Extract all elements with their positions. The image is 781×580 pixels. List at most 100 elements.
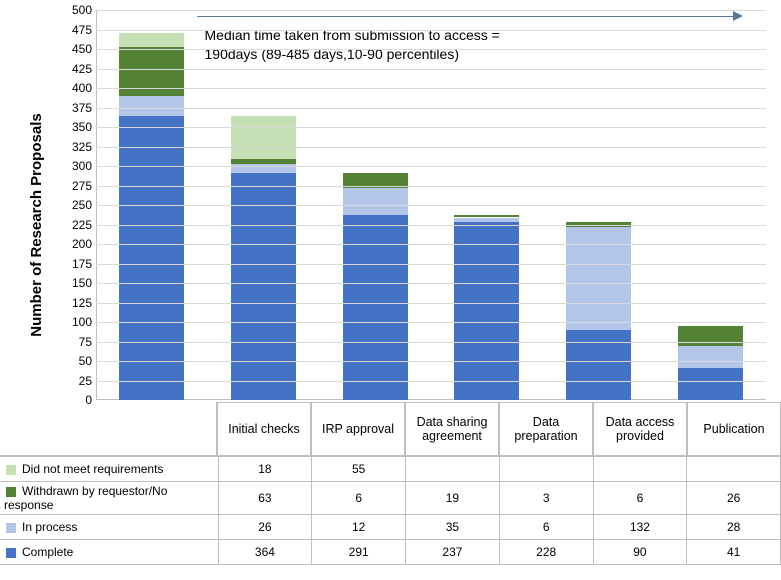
y-tick-label: 400 <box>62 81 92 95</box>
y-tick-label: 200 <box>62 237 92 251</box>
grid-line <box>96 166 766 167</box>
bar-seg-complete <box>343 215 408 400</box>
bar-seg-complete <box>678 368 743 400</box>
table-cell: 19 <box>406 482 500 515</box>
x-category-label: Data sharing agreement <box>405 402 499 456</box>
y-tick-label: 500 <box>62 3 92 17</box>
x-category-label: Data preparation <box>499 402 593 456</box>
table-cell: 63 <box>218 482 312 515</box>
table-cell: 55 <box>312 457 406 482</box>
grid-line <box>96 244 766 245</box>
y-tick-label: 475 <box>62 23 92 37</box>
table-cell: 3 <box>499 482 593 515</box>
y-tick-label: 425 <box>62 62 92 76</box>
grid-line <box>96 225 766 226</box>
bar-seg-inprocess <box>343 188 408 215</box>
grid-line <box>96 342 766 343</box>
series-label: Withdrawn by requestor/No response <box>4 484 167 512</box>
bar-seg-inprocess <box>566 227 631 330</box>
y-tick-label: 75 <box>62 335 92 349</box>
series-label: Complete <box>22 545 73 559</box>
table-cell: 18 <box>218 457 312 482</box>
y-tick-label: 250 <box>62 198 92 212</box>
table-cell: 28 <box>687 515 781 540</box>
table-cell: 90 <box>593 540 687 565</box>
bar-seg-complete <box>119 116 184 400</box>
legend-swatch <box>6 523 16 533</box>
table-cell <box>687 457 781 482</box>
row-label-cell: Withdrawn by requestor/No response <box>0 482 218 515</box>
row-label-cell: In process <box>0 515 218 540</box>
table-cell <box>499 457 593 482</box>
grid-line <box>96 69 766 70</box>
bar-seg-notmeet <box>119 33 184 47</box>
bar-seg-complete <box>231 173 296 400</box>
table-cell: 6 <box>593 482 687 515</box>
table-cell: 41 <box>687 540 781 565</box>
y-tick-label: 375 <box>62 101 92 115</box>
table-cell <box>593 457 687 482</box>
bar-seg-complete <box>566 330 631 400</box>
grid-line <box>96 322 766 323</box>
grid-line <box>96 88 766 89</box>
y-axis-title: Number of Research Proposals <box>28 113 45 336</box>
y-tick-label: 450 <box>62 42 92 56</box>
row-label-cell: Complete <box>0 540 218 565</box>
y-tick-label: 325 <box>62 140 92 154</box>
bar-seg-inprocess <box>678 346 743 368</box>
table-cell: 132 <box>593 515 687 540</box>
grid-line <box>96 127 766 128</box>
data-table: Did not meet requirements 1855 Withdrawn b… <box>0 456 781 565</box>
bar-seg-inprocess <box>119 96 184 116</box>
legend-swatch <box>6 548 16 558</box>
y-tick-label: 350 <box>62 120 92 134</box>
table-row: Withdrawn by requestor/No response636193… <box>0 482 781 515</box>
table-row: Complete3642912372289041 <box>0 540 781 565</box>
bar-seg-withdrawn <box>678 326 743 346</box>
bar-seg-withdrawn <box>231 159 296 164</box>
table-row: Did not meet requirements 1855 <box>0 457 781 482</box>
bar-seg-complete <box>454 222 519 400</box>
legend-swatch <box>6 465 16 475</box>
y-tick-label: 50 <box>62 354 92 368</box>
legend-swatch <box>6 487 16 497</box>
row-label-cell: Did not meet requirements <box>0 457 218 482</box>
table-row: In process 261235613228 <box>0 515 781 540</box>
grid-line <box>96 205 766 206</box>
table-cell: 26 <box>218 515 312 540</box>
y-tick-label: 100 <box>62 315 92 329</box>
table-cell: 35 <box>406 515 500 540</box>
y-tick-label: 175 <box>62 257 92 271</box>
grid-line <box>96 49 766 50</box>
x-category-label: Publication <box>687 402 781 456</box>
table-cell: 6 <box>312 482 406 515</box>
series-label: In process <box>22 520 77 534</box>
table-cell: 228 <box>499 540 593 565</box>
grid-line <box>96 361 766 362</box>
grid-line <box>96 10 766 11</box>
grid-line <box>96 303 766 304</box>
grid-line <box>96 30 766 31</box>
y-tick-label: 125 <box>62 296 92 310</box>
grid-line <box>96 147 766 148</box>
y-tick-label: 225 <box>62 218 92 232</box>
grid-line <box>96 264 766 265</box>
grid-line <box>96 108 766 109</box>
x-category-label: Data access provided <box>593 402 687 456</box>
table-cell: 6 <box>499 515 593 540</box>
bar-seg-withdrawn <box>454 215 519 217</box>
table-cell: 26 <box>687 482 781 515</box>
x-category-label: Initial checks <box>217 402 311 456</box>
bar-seg-notmeet <box>231 116 296 159</box>
bar-seg-inprocess <box>454 218 519 223</box>
table-cell: 12 <box>312 515 406 540</box>
grid-line <box>96 283 766 284</box>
table-cell: 291 <box>312 540 406 565</box>
x-category-label: IRP approval <box>311 402 405 456</box>
series-label: Did not meet requirements <box>22 462 163 476</box>
grid-line <box>96 381 766 382</box>
y-tick-label: 275 <box>62 179 92 193</box>
table-cell <box>406 457 500 482</box>
y-tick-label: 300 <box>62 159 92 173</box>
data-table-wrap: Did not meet requirements 1855 Withdrawn b… <box>0 456 781 565</box>
